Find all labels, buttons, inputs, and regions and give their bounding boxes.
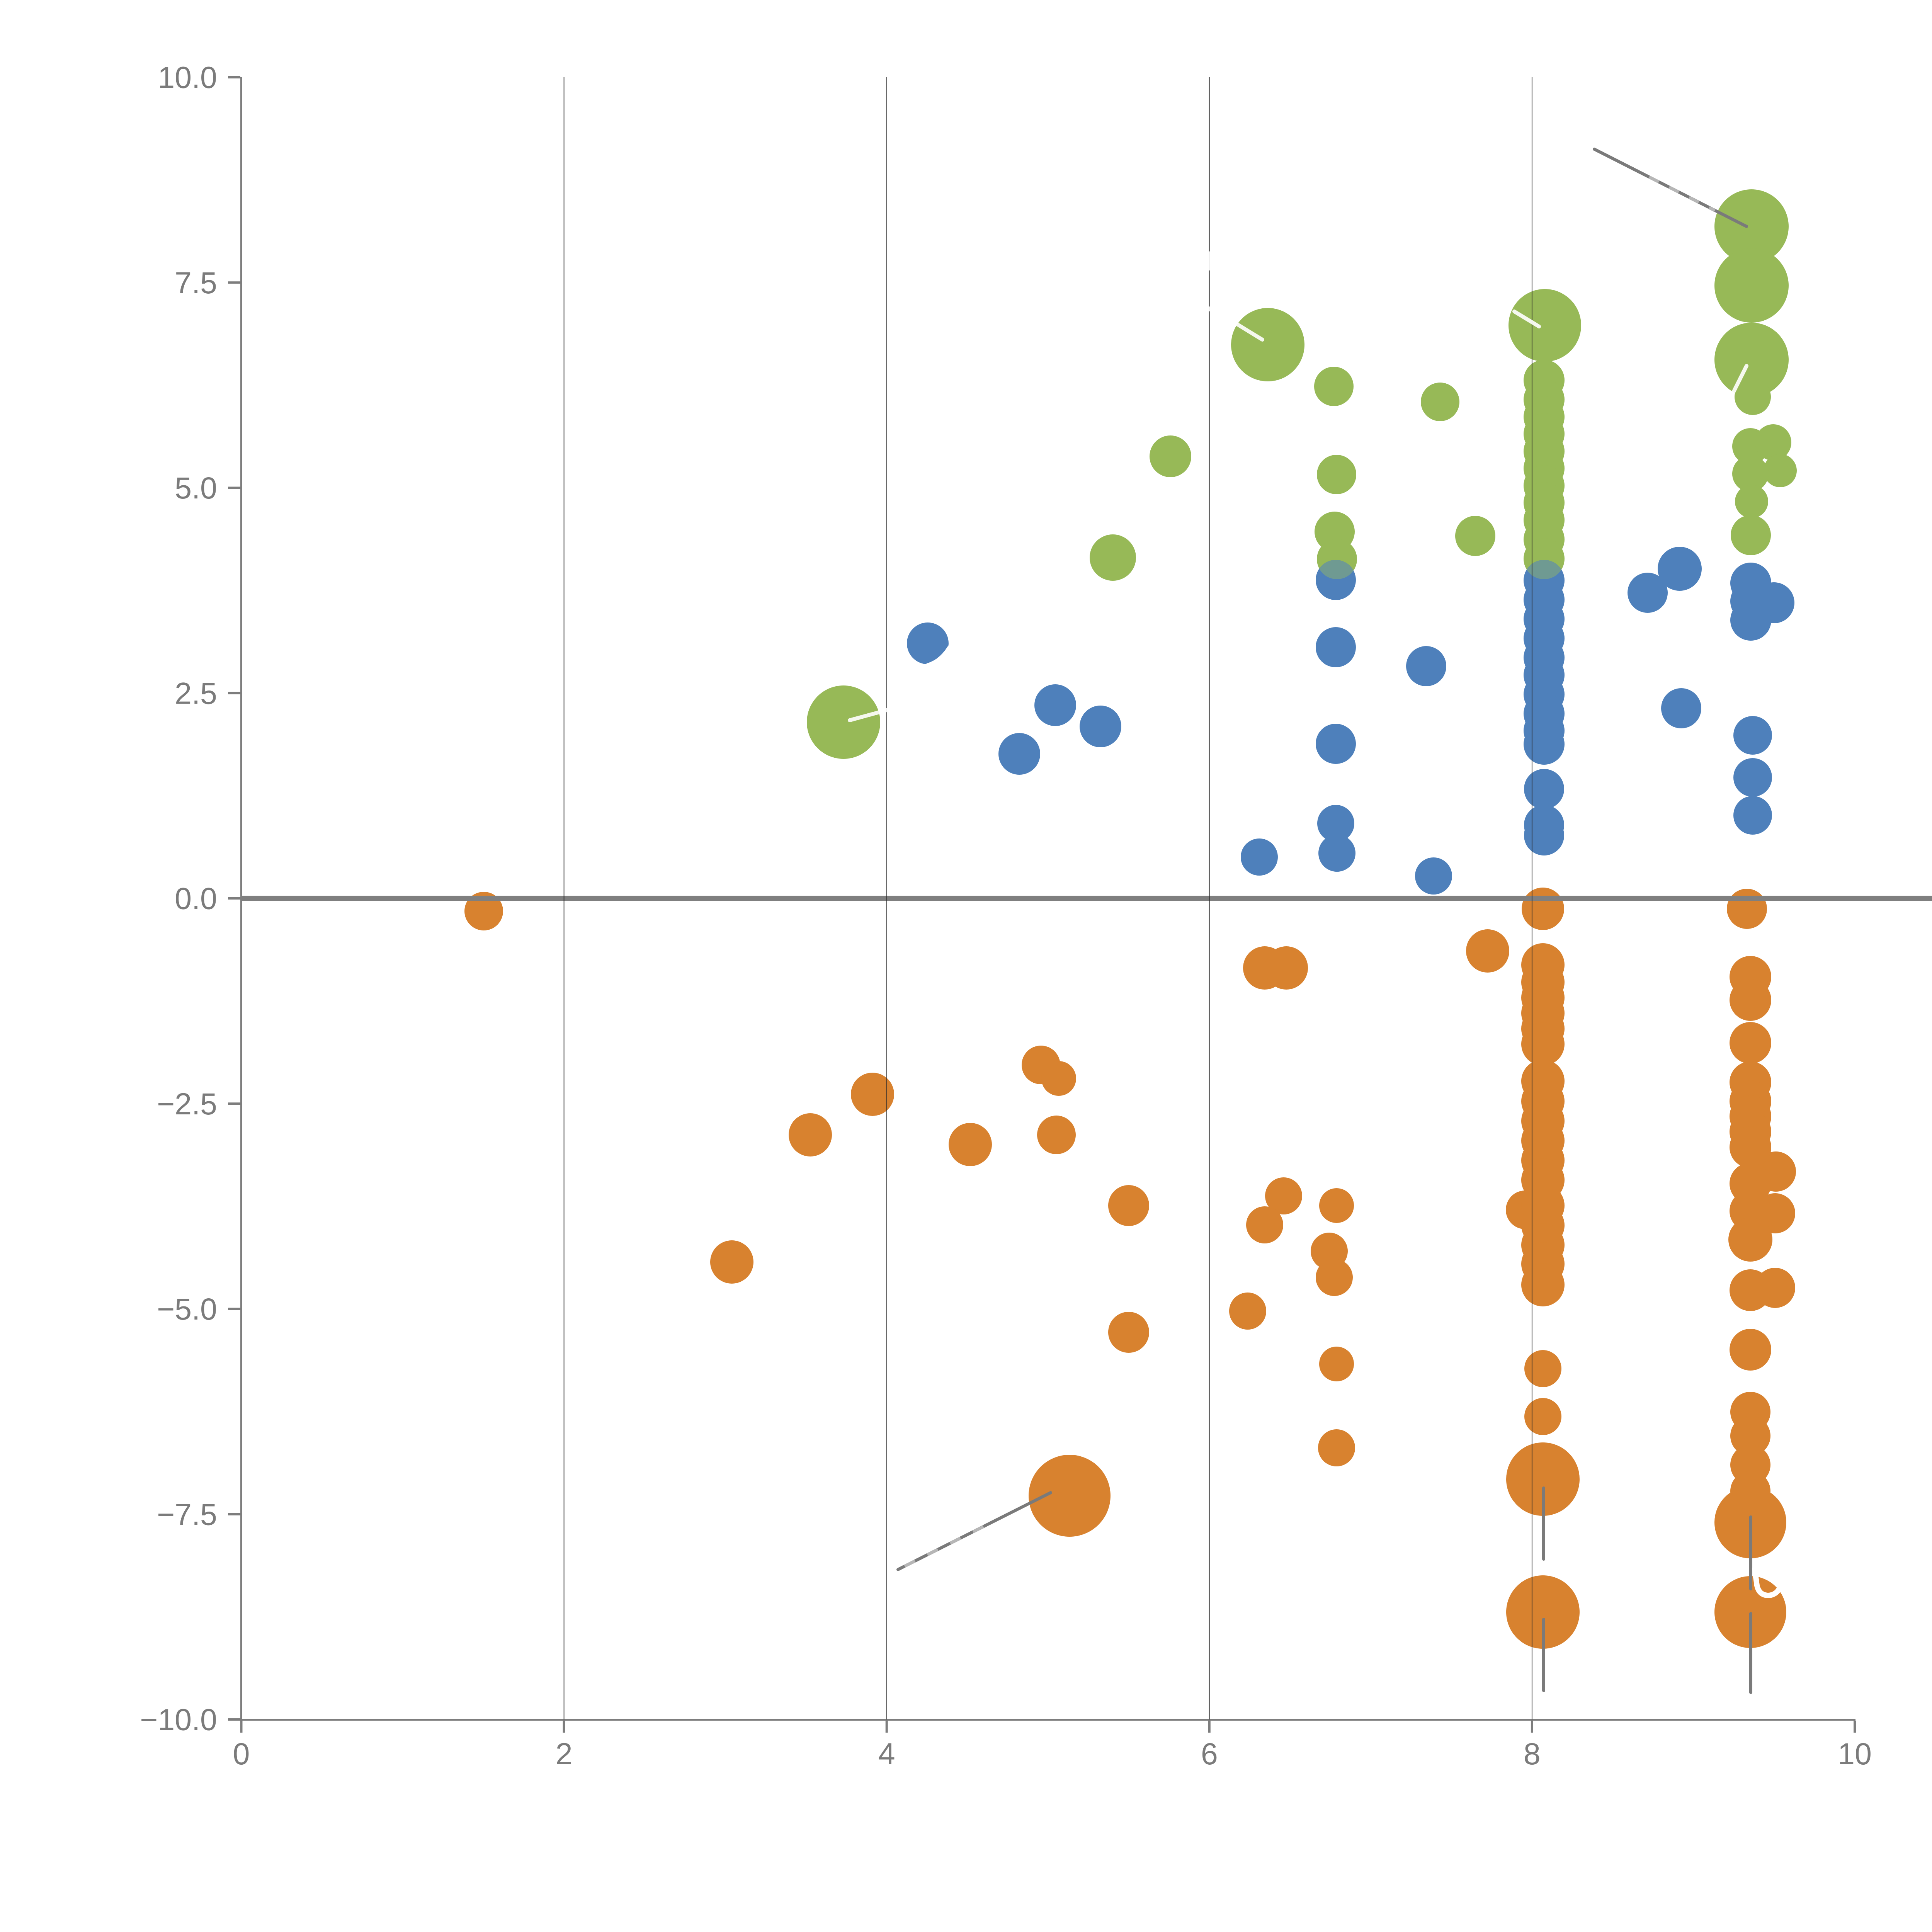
svg-text:5.0: 5.0 (175, 471, 217, 505)
svg-text:2: 2 (556, 1736, 573, 1771)
svg-text:−2.5: −2.5 (157, 1087, 217, 1121)
svg-text:−7.5: −7.5 (157, 1497, 217, 1531)
svg-text:8: 8 (1524, 1736, 1541, 1771)
svg-text:10: 10 (1838, 1736, 1872, 1771)
svg-text:10.0: 10.0 (158, 60, 217, 95)
svg-text:0.0: 0.0 (175, 881, 217, 916)
svg-text:6: 6 (1201, 1736, 1218, 1771)
svg-text:2.5: 2.5 (175, 676, 217, 710)
svg-text:4: 4 (878, 1736, 895, 1771)
svg-text:−10.0: −10.0 (140, 1702, 217, 1737)
svg-text:0: 0 (233, 1736, 250, 1771)
svg-text:7.5: 7.5 (175, 265, 217, 300)
svg-text:−5.0: −5.0 (157, 1292, 217, 1326)
